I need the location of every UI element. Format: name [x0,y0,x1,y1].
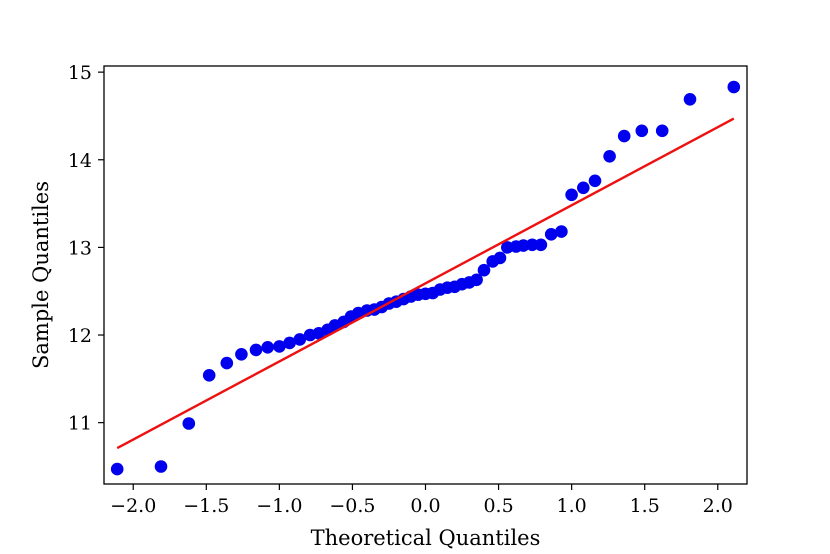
x-tick-label: 1.0 [557,495,587,517]
data-point [565,188,578,202]
data-point [555,225,568,238]
y-tick-label: 11 [68,413,92,435]
data-point [220,356,234,370]
y-tick-label: 14 [68,150,92,172]
y-axis-title: Sample Quantiles [29,181,53,369]
data-point [110,462,124,476]
x-tick-label: −1.5 [183,495,229,517]
data-point [283,336,296,350]
data-point [603,150,616,163]
data-point [470,273,483,287]
data-point [493,251,507,265]
data-point [683,93,697,106]
data-point [235,348,248,361]
data-point [577,181,590,195]
plot-content [110,80,741,476]
y-tick-label: 15 [68,62,92,84]
data-point [525,238,539,252]
data-point [182,417,196,430]
x-tick-label: 2.0 [703,495,733,517]
data-point [544,228,558,241]
y-axis-ticks: 11 12 13 14 15 [68,62,104,435]
data-point [534,238,548,252]
plot-frame [103,65,748,485]
x-tick-label: 0.5 [483,495,513,517]
data-point [477,263,491,277]
data-point [727,80,741,94]
y-tick-label: 13 [68,237,92,259]
data-point [249,343,263,357]
x-tick-label: −2.0 [110,495,156,517]
x-tick-label: 0.0 [410,495,440,517]
x-axis-title: Theoretical Quantiles [311,526,541,550]
data-point [655,124,669,138]
y-tick-label: 12 [68,325,92,347]
x-tick-label: 1.5 [630,495,660,517]
data-point [261,341,275,354]
data-point [635,124,649,138]
data-point [273,340,286,353]
data-point [617,129,631,143]
x-axis-ticks: −2.0 −1.5 −1.0 −0.5 0.0 0.5 1.0 1.5 2.0 [110,484,733,517]
data-point [154,460,168,473]
data-point [202,369,216,382]
reference-line [116,117,735,450]
x-tick-label: −0.5 [329,495,375,517]
data-point [293,333,307,346]
x-tick-label: −1.0 [256,495,302,517]
data-point [588,174,602,188]
